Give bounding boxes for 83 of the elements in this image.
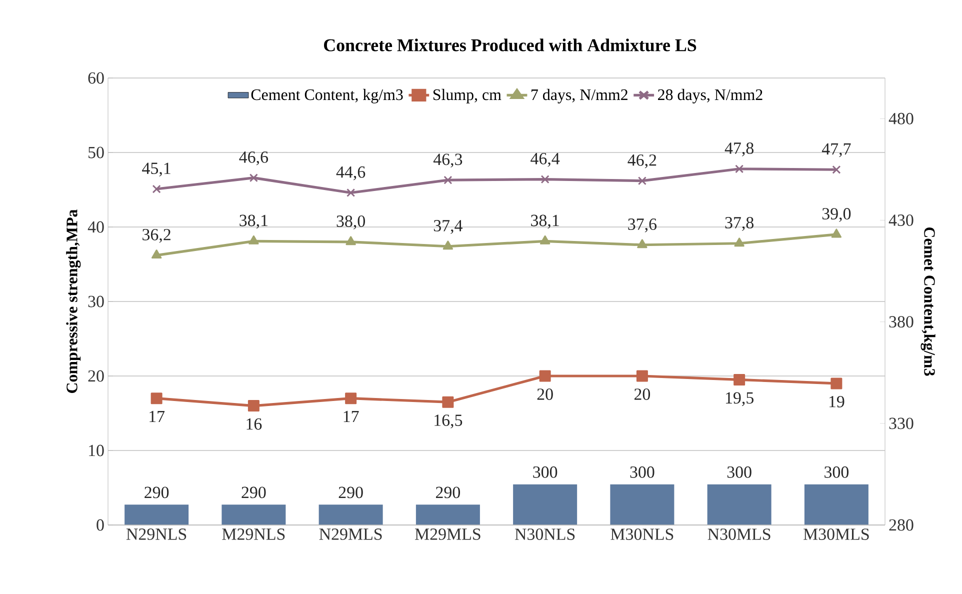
- point: [735, 164, 744, 174]
- point: [345, 392, 357, 404]
- legend-label: Cement Content, kg/m3: [251, 88, 403, 104]
- y2-axis-title: Cemet Content,kg/m3: [920, 227, 936, 376]
- point: [248, 235, 259, 244]
- point: [638, 176, 646, 186]
- data-label: 37,4: [434, 220, 462, 234]
- data-label: 19,5: [726, 392, 754, 406]
- data-label: 46,3: [433, 154, 462, 168]
- y-tick-label: 30: [88, 296, 104, 308]
- point: [540, 175, 550, 184]
- y2-tick-label: 330: [889, 418, 914, 430]
- point: [540, 235, 550, 244]
- y-tick-label: 20: [88, 370, 104, 382]
- data-label: 17: [344, 410, 359, 422]
- point: [539, 370, 551, 382]
- point: [637, 239, 648, 248]
- y-tick-label: 10: [89, 444, 104, 456]
- point: [444, 176, 452, 184]
- y-tick-label: 40: [88, 221, 104, 233]
- data-label: 17: [150, 410, 165, 422]
- data-label: 20: [537, 388, 553, 400]
- data-label: 290: [144, 486, 169, 498]
- point: [249, 174, 258, 182]
- point: [346, 188, 356, 198]
- data-label: 45,1: [142, 162, 170, 176]
- data-label: 46,2: [628, 154, 656, 168]
- x-tick-label: M30NLS: [610, 528, 674, 540]
- data-label: 39,0: [822, 208, 851, 222]
- x-tick-label: M30MLS: [804, 528, 869, 540]
- legend-label: 28 days, N/mm2: [658, 88, 762, 104]
- x-tick-label: N29NLS: [126, 528, 186, 540]
- data-label: 44,6: [336, 166, 366, 180]
- x-tick-label: M29MLS: [415, 528, 480, 540]
- data-label: 300: [630, 466, 654, 478]
- x-tick-label: N30NLS: [514, 528, 575, 540]
- point: [832, 165, 841, 174]
- y-axis-title: Compressive strength,MPa: [66, 209, 81, 393]
- legend-label: 7 days, N/mm2: [532, 88, 628, 104]
- point: [734, 374, 746, 386]
- point: [150, 392, 162, 404]
- data-label: 300: [533, 466, 558, 478]
- point: [346, 236, 356, 246]
- data-label: 16: [246, 418, 262, 430]
- point: [442, 396, 454, 408]
- y2-tick-label: 480: [888, 112, 914, 124]
- data-label: 38,1: [531, 214, 559, 229]
- x-tick-label: M29NLS: [222, 528, 285, 540]
- data-label: 37,8: [725, 216, 754, 231]
- data-label: 19: [829, 396, 844, 408]
- data-label: 300: [727, 466, 752, 478]
- chart-title: Concrete Mixtures Produced with Admixture LS: [324, 38, 696, 52]
- data-label: 47,8: [724, 142, 754, 156]
- point: [248, 400, 260, 412]
- data-label: 290: [242, 486, 266, 498]
- data-label: 47,7: [822, 143, 851, 158]
- data-label: 36,2: [142, 228, 170, 243]
- y2-tick-label: 380: [889, 316, 914, 328]
- point: [734, 238, 744, 247]
- legend-label: Slump, cm: [433, 88, 502, 104]
- data-label: 38,1: [240, 214, 268, 229]
- data-label: 37,6: [628, 218, 657, 232]
- point: [151, 250, 162, 259]
- y-tick-label: 60: [88, 72, 104, 84]
- y-tick-label: 50: [88, 146, 104, 158]
- data-label: 300: [824, 466, 849, 478]
- point: [442, 240, 454, 250]
- x-tick-label: N30MLS: [708, 528, 770, 540]
- y2-tick-label: 280: [889, 519, 914, 531]
- data-label: 290: [436, 486, 460, 498]
- point: [830, 378, 842, 390]
- data-label: 46,6: [239, 151, 268, 166]
- point: [636, 370, 648, 382]
- point: [831, 228, 842, 238]
- data-label: 20: [634, 388, 650, 400]
- y2-tick-label: 430: [888, 214, 914, 226]
- data-label: 290: [338, 486, 363, 498]
- data-label: 16,5: [434, 414, 462, 428]
- y-tick-label: 0: [96, 519, 104, 531]
- x-tick-label: N29MLS: [319, 528, 382, 540]
- data-label: 46,4: [530, 152, 560, 167]
- data-label: 38,0: [336, 216, 365, 230]
- point: [152, 184, 161, 194]
